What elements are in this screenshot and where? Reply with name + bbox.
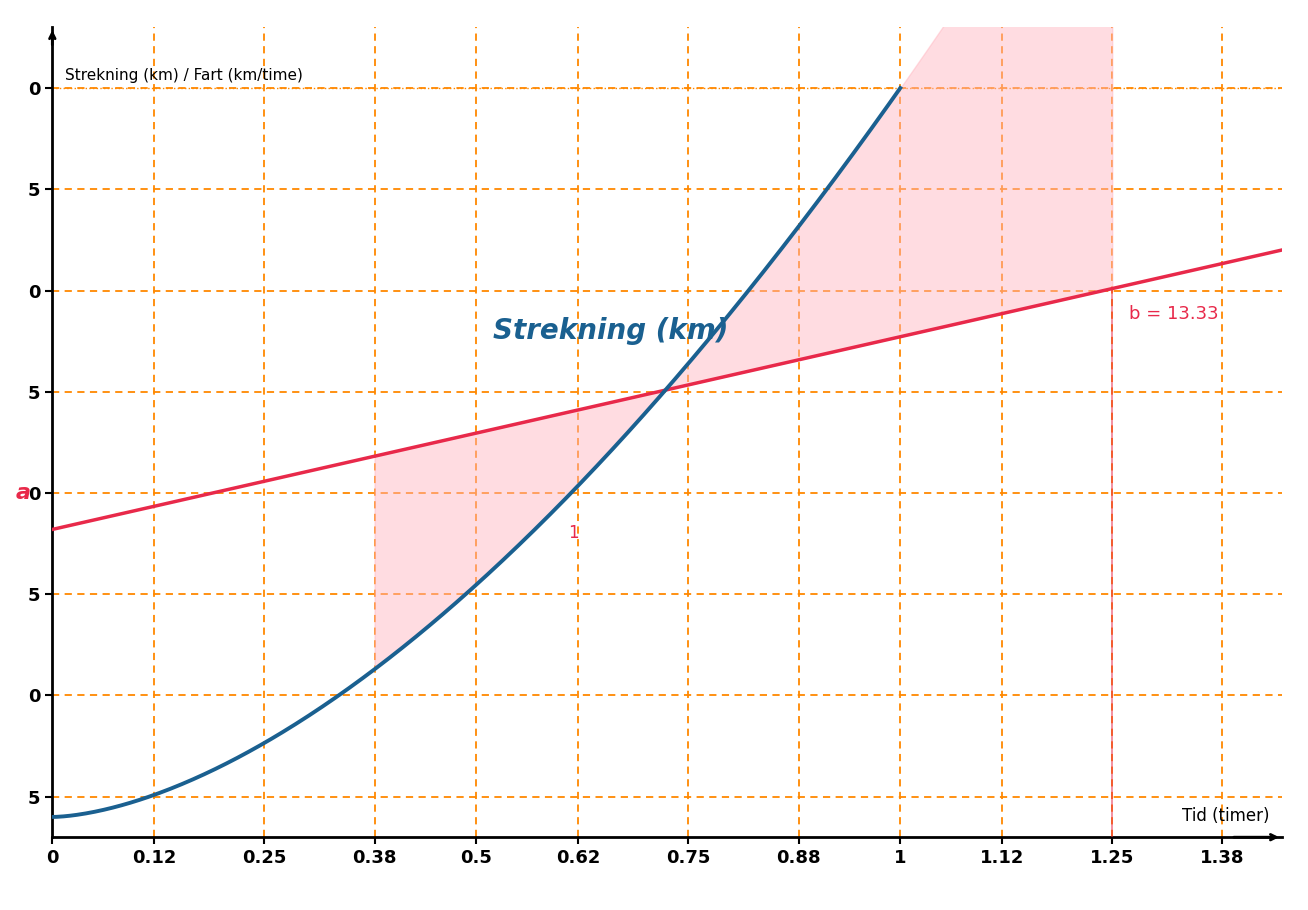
Text: b = 13.33: b = 13.33 (1129, 305, 1219, 323)
Text: Strekning (km): Strekning (km) (493, 317, 729, 345)
Text: a: a (16, 483, 31, 503)
Text: Tid (timer): Tid (timer) (1182, 807, 1270, 825)
Text: Strekning (km) / Fart (km/time): Strekning (km) / Fart (km/time) (65, 68, 303, 83)
Text: 1: 1 (569, 523, 579, 541)
